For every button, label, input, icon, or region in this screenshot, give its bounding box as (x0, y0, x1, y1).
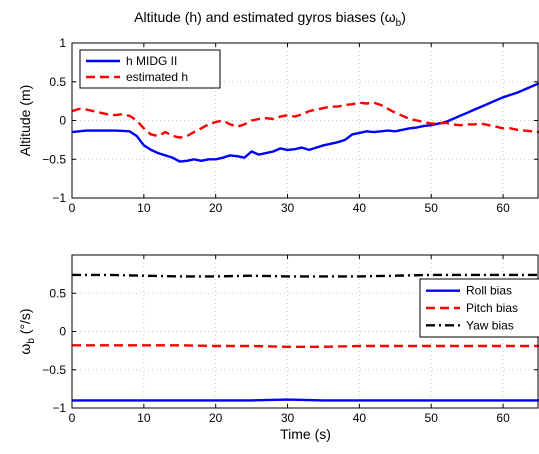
x-tick-label: 20 (209, 201, 223, 215)
series-line-yaw-bias (72, 273, 539, 278)
x-tick-label: 50 (425, 411, 439, 425)
legend-box (419, 278, 539, 338)
gyro-bias-ticks: 0 10 20 30 40 50 60 −1 −0.5 0 0.5 (42, 255, 538, 425)
x-axis-label: Time (s) (280, 426, 331, 442)
altitude-plot: 0 10 20 30 40 50 60 −1 −0.5 0 0.5 1 Altitude (m) h … (17, 36, 539, 215)
y-tick-label: −0.5 (42, 152, 66, 166)
x-tick-label: 10 (137, 201, 151, 215)
x-tick-label: 30 (281, 411, 295, 425)
x-tick-label: 60 (496, 201, 510, 215)
x-tick-label: 0 (69, 411, 76, 425)
y-tick-label: −0.5 (42, 363, 66, 377)
x-tick-label: 20 (209, 411, 223, 425)
gyro-bias-legend: Roll bias Pitch bias Yaw bias (419, 278, 539, 338)
series-line-estimated-h (71, 101, 539, 139)
altitude-grid (72, 43, 538, 198)
x-tick-label: 10 (137, 411, 151, 425)
altitude-ticks: 0 10 20 30 40 50 60 −1 −0.5 0 0.5 1 (42, 36, 538, 215)
legend-entry-label: estimated h (126, 70, 188, 84)
altitude-y-label: Altitude (m) (17, 85, 33, 157)
legend-box (79, 49, 221, 89)
x-tick-label: 60 (496, 411, 510, 425)
series-line-pitch-bias (72, 344, 539, 348)
x-tick-label: 50 (425, 201, 439, 215)
altitude-lines (71, 82, 539, 163)
x-tick-label: 40 (353, 201, 367, 215)
x-tick-label: 40 (353, 411, 367, 425)
legend-entry-label: Yaw bias (466, 318, 514, 332)
legend-entry-label: h MIDG II (126, 54, 177, 68)
x-tick-label: 0 (69, 201, 76, 215)
chart-title: Altitude (h) and estimated gyros biases … (134, 9, 406, 29)
y-tick-label: −1 (52, 191, 66, 205)
altitude-legend: h MIDG II estimated h (79, 49, 221, 89)
y-tick-label: −1 (52, 401, 66, 415)
y-tick-label: 1 (59, 36, 66, 50)
y-tick-label: 0 (59, 114, 66, 128)
gyro-bias-y-label: ωb (°/s) (17, 308, 37, 354)
series-line-roll-bias (72, 398, 539, 402)
series-line-h-midg-ii (71, 82, 539, 163)
legend-entry-label: Roll bias (466, 284, 512, 298)
y-tick-label: 0 (59, 325, 66, 339)
legend-entry-label: Pitch bias (466, 301, 518, 315)
x-tick-label: 30 (281, 201, 295, 215)
y-tick-label: 0.5 (49, 286, 66, 300)
gyro-bias-plot: 0 10 20 30 40 50 60 −1 −0.5 0 0.5 ωb (°/s) Time (s… (17, 254, 539, 442)
gyro-bias-lines (72, 273, 539, 402)
y-tick-label: 0.5 (49, 75, 66, 89)
